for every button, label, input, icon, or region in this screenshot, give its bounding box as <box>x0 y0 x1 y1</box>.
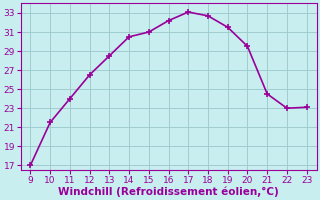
X-axis label: Windchill (Refroidissement éolien,°C): Windchill (Refroidissement éolien,°C) <box>58 186 279 197</box>
